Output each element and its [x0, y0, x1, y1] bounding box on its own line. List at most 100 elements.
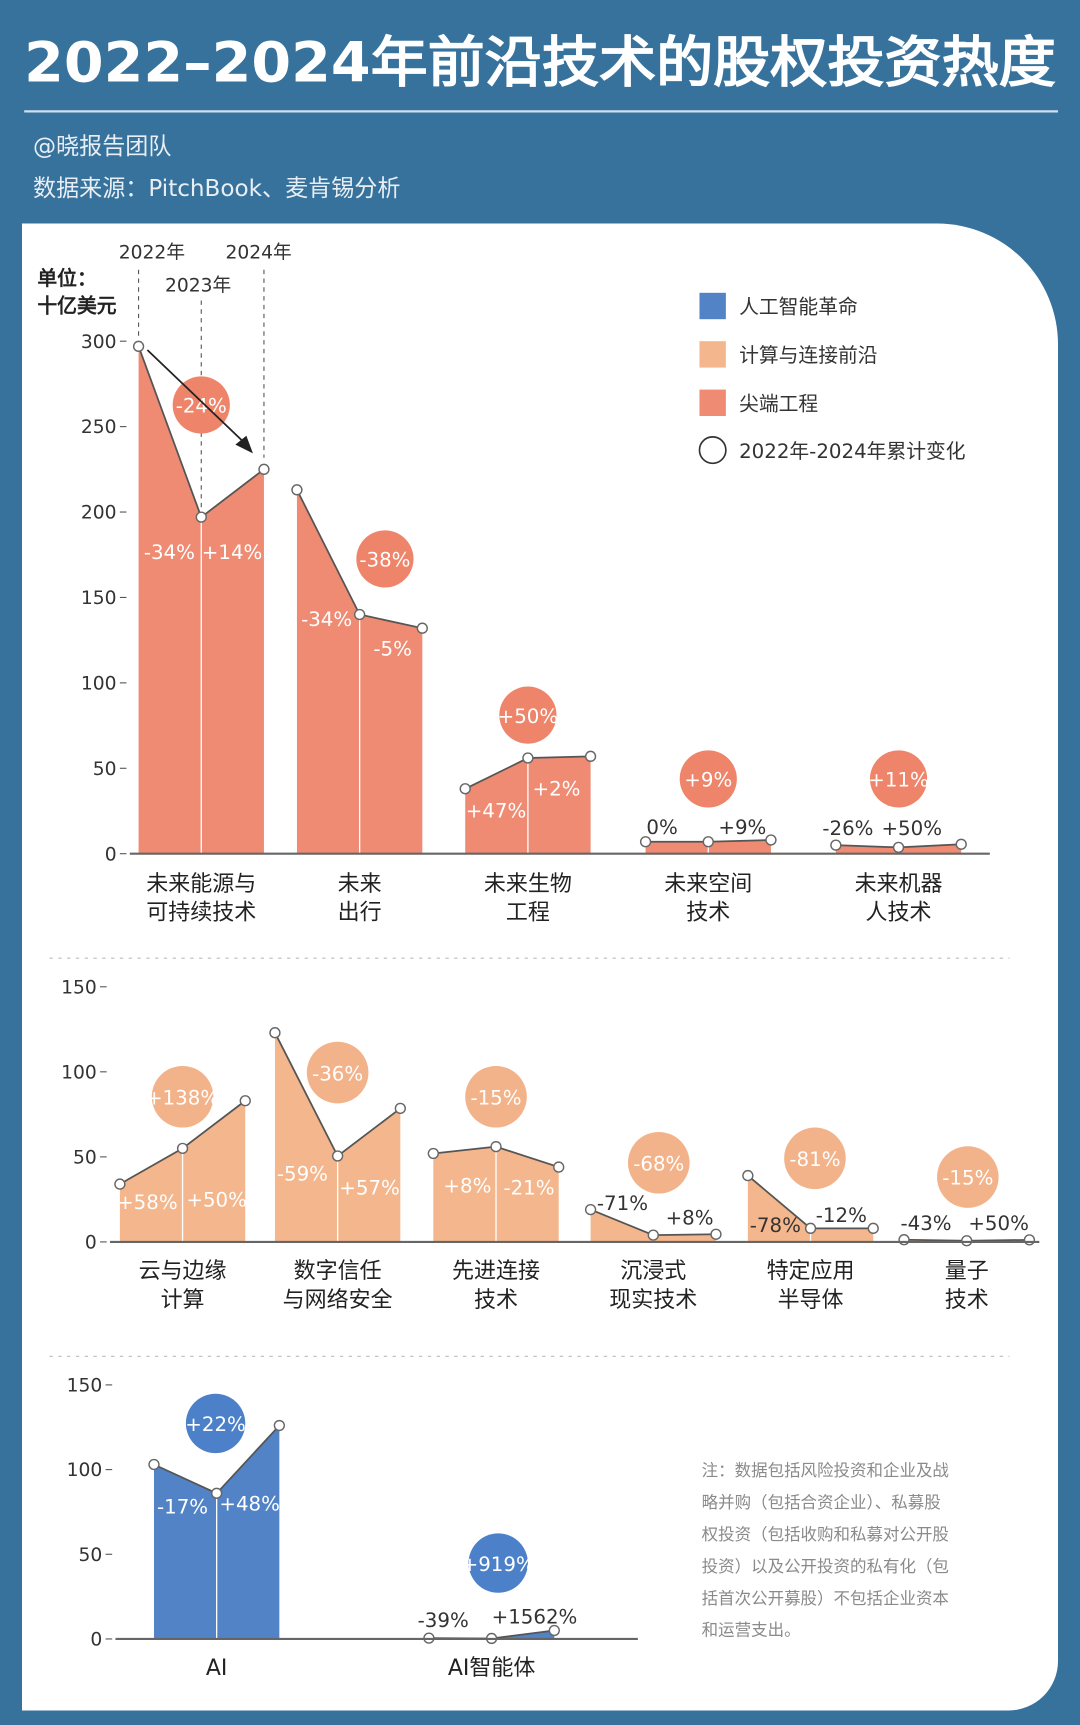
yoy-change-label: -34%: [301, 608, 352, 631]
data-point: [291, 484, 303, 496]
data-point: [114, 1178, 126, 1190]
area-mark: [747, 1175, 874, 1242]
yoy-change-label: +48%: [219, 1492, 280, 1515]
y-tick-label: 100: [67, 1460, 103, 1481]
data-point: [269, 1027, 281, 1039]
yoy-change-label: +8%: [443, 1174, 491, 1197]
category-label: 未来机器: [855, 872, 943, 897]
cumulative-change-label: -15%: [470, 1086, 521, 1109]
cumulative-bubble: [784, 1127, 846, 1190]
source-label: 数据来源：PitchBook、麦肯锡分析: [33, 176, 400, 202]
legend-swatch-ai: [699, 292, 726, 320]
area-mark: [428, 1630, 555, 1639]
category-label: 云与边缘: [139, 1259, 227, 1284]
y-tick-label: 150: [61, 977, 97, 998]
note-line: 括首次公开募股）不包括企业资本: [702, 1589, 949, 1608]
data-point: [195, 511, 207, 523]
data-point: [258, 463, 270, 475]
category-label: 半导体: [778, 1288, 844, 1313]
data-point: [898, 1234, 910, 1246]
yoy-change-label: -21%: [503, 1177, 554, 1200]
yoy-change-label: +57%: [339, 1177, 400, 1200]
cumulative-change-label: +22%: [185, 1413, 246, 1436]
data-point: [867, 1222, 879, 1234]
unit-label-2: 十亿美元: [37, 295, 116, 318]
charts: 0 50 100 150 200 250 300 -24% -34% +14% 未来能源与可持续技术…: [61, 332, 1040, 1681]
cumulative-change-label: -68%: [633, 1152, 684, 1175]
year-label-2023: 2023年: [165, 276, 231, 297]
yoy-change-label: -17%: [157, 1496, 208, 1519]
category-label: 技术: [686, 901, 730, 926]
data-point: [148, 1458, 160, 1471]
category-label: 未来: [338, 872, 382, 897]
data-point: [765, 834, 777, 846]
data-point: [490, 1141, 502, 1153]
legend-label-engineering: 尖端工程: [739, 392, 818, 415]
yoy-change-label: -26%: [822, 817, 873, 840]
yoy-change-label: +50%: [186, 1189, 247, 1212]
cumulative-bubble: [499, 686, 557, 744]
author-label: @晓报告团队: [33, 134, 171, 160]
yoy-change-label: +47%: [466, 799, 527, 822]
cumulative-change-label: -15%: [942, 1167, 993, 1190]
yoy-change-label: +14%: [202, 541, 263, 564]
yoy-change-label: +1562%: [492, 1606, 578, 1629]
chart-panel: [21, 223, 1059, 1711]
cumulative-change-label: +9%: [684, 769, 732, 792]
category-label: 人技术: [866, 901, 932, 926]
cumulative-change-label: +919%: [462, 1553, 535, 1576]
category-label: 工程: [506, 901, 550, 926]
data-point: [647, 1229, 659, 1241]
year-label-2024: 2024年: [225, 243, 291, 264]
data-point: [955, 838, 967, 850]
data-point: [548, 1624, 560, 1637]
category-label: 出行: [338, 901, 382, 926]
note-line: 略并购（包括合资企业）、私募股: [702, 1493, 941, 1512]
yoy-change-label: -34%: [144, 541, 195, 564]
y-tick-label: 300: [81, 332, 117, 353]
data-point: [830, 839, 842, 851]
yoy-change-label: +9%: [718, 816, 766, 839]
note-line: 权投资（包括收购和私募对公开股: [702, 1525, 949, 1544]
data-point: [584, 750, 597, 762]
data-point: [639, 836, 652, 848]
cumulative-change-label: -81%: [789, 1148, 840, 1171]
category-label: AI: [206, 1656, 228, 1681]
note-line: 和运营支出。: [702, 1621, 801, 1640]
yoy-change-label: +8%: [666, 1206, 714, 1229]
area-mark: [590, 1209, 716, 1242]
data-point: [210, 1487, 223, 1499]
yoy-change-label: -5%: [373, 638, 412, 661]
data-point: [584, 1203, 597, 1216]
data-point: [804, 1222, 817, 1234]
note-line: 投资）以及公开投资的私有化（包: [702, 1557, 949, 1576]
data-point: [132, 340, 145, 352]
legend-label-ai: 人工智能革命: [739, 296, 858, 319]
legend: 人工智能革命 计算与连接前沿 尖端工程 2022年-2024年累计变化: [698, 292, 966, 465]
legend-label-compute: 计算与连接前沿: [739, 344, 877, 367]
area-mark: [274, 1032, 401, 1242]
unit-label-1: 单位：: [37, 267, 96, 290]
yoy-change-label: -78%: [750, 1214, 801, 1237]
y-tick-label: 50: [93, 759, 117, 780]
cumulative-change-label: +11%: [868, 769, 929, 792]
data-point: [742, 1169, 754, 1182]
category-label: 特定应用: [767, 1259, 855, 1284]
category-label: 未来能源与: [146, 872, 256, 897]
category-label: 未来空间: [664, 872, 752, 897]
data-point: [522, 752, 534, 764]
y-tick-label: 50: [73, 1147, 97, 1168]
category-label: 先进连接: [452, 1259, 540, 1284]
category-label: AI智能体: [448, 1656, 535, 1681]
note-line: 注：数据包括风险投资和企业及战: [702, 1461, 950, 1480]
page-title: 2022–2024年前沿技术的股权投资热度: [24, 31, 1056, 95]
cumulative-change-label: -36%: [312, 1062, 363, 1085]
data-point: [710, 1228, 722, 1240]
data-point: [1023, 1234, 1036, 1246]
yoy-change-label: -39%: [418, 1609, 469, 1632]
y-tick-label: 100: [61, 1062, 97, 1083]
category-label: 可持续技术: [146, 901, 256, 926]
category-label: 未来生物: [484, 872, 572, 897]
category-label: 与网络安全: [283, 1288, 393, 1313]
cumulative-bubble: [185, 1393, 246, 1454]
